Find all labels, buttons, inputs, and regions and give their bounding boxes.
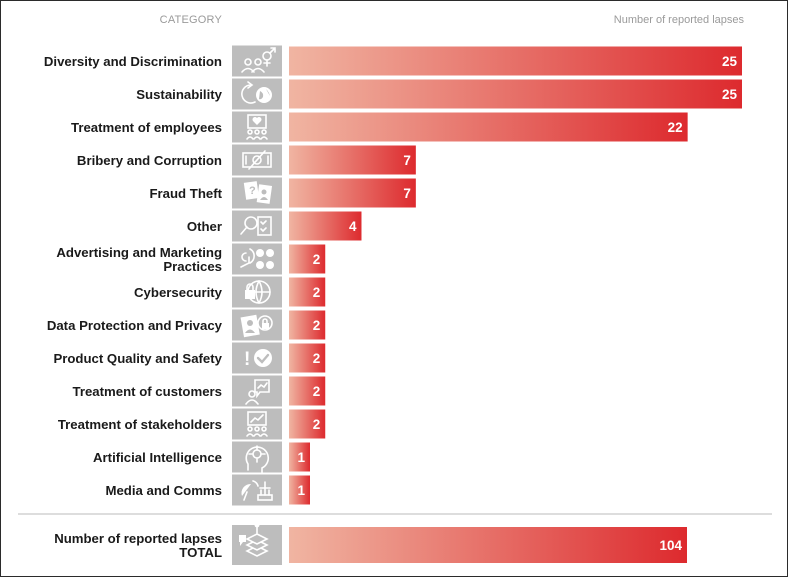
category-label: Sustainability	[136, 87, 222, 102]
bar-row: Treatment of customers 2	[73, 375, 326, 407]
lock-globe-icon	[232, 276, 282, 308]
total-row: Number of reported lapses TOTAL 104	[54, 522, 687, 565]
category-label: Other	[187, 219, 222, 234]
bar-row: Other 4	[187, 210, 362, 242]
id-card-lock-icon	[232, 309, 282, 341]
bar-row: Sustainability 25	[136, 78, 742, 110]
category-label: Fraud Theft	[149, 186, 222, 201]
category-label: Artificial Intelligence	[93, 450, 222, 465]
banknote-crossed-icon	[232, 144, 282, 176]
value-label: 22	[668, 120, 683, 135]
bar-row: Product Quality and Safety! 2	[53, 342, 326, 374]
bar-row: Diversity and Discrimination 25	[44, 45, 742, 77]
value-label: 2	[313, 384, 321, 399]
bar-row: Bribery and Corruption 7	[77, 144, 416, 176]
stakeholders-chart-icon	[232, 408, 282, 440]
category-label: Treatment of employees	[71, 120, 222, 135]
category-label: Treatment of stakeholders	[58, 417, 222, 432]
bar	[289, 343, 326, 373]
category-label: Data Protection and Privacy	[47, 318, 223, 333]
bar-row: Data Protection and Privacy 2	[47, 309, 326, 341]
bar	[289, 46, 742, 76]
employees-heart-icon	[232, 111, 282, 143]
category-label: Treatment of customers	[73, 384, 223, 399]
total-bar	[289, 527, 687, 563]
bar	[289, 442, 310, 472]
value-label: 25	[722, 54, 738, 69]
total-label: Number of reported lapses TOTAL	[54, 531, 222, 560]
value-header: Number of reported lapses	[613, 14, 744, 26]
value-label: 2	[313, 351, 321, 366]
value-label: 2	[313, 417, 321, 432]
customer-chat-icon	[232, 375, 282, 407]
bar-row: Advertising and Marketing Practices 2	[56, 243, 326, 275]
gender-people-icon	[232, 45, 282, 77]
bar	[289, 376, 326, 406]
category-label: Advertising and Marketing Practices	[56, 245, 222, 274]
category-header: CATEGORY	[159, 14, 222, 26]
bar-row: Media and Comms 1	[105, 474, 310, 506]
megaphone-social-icon	[232, 243, 282, 275]
value-label: 2	[313, 252, 321, 267]
bar	[289, 277, 326, 307]
ai-head-icon	[232, 441, 282, 474]
bar-row: Cybersecurity 2	[134, 276, 326, 308]
bar	[289, 310, 326, 340]
category-label: Product Quality and Safety	[53, 351, 222, 366]
value-label: 25	[722, 87, 738, 102]
value-label: 7	[403, 153, 411, 168]
warning-check-icon: !	[232, 342, 282, 374]
bar	[289, 178, 416, 208]
value-label: 1	[297, 450, 305, 465]
value-label: 1	[297, 483, 305, 498]
bar	[289, 244, 326, 274]
value-label: 2	[313, 318, 321, 333]
bar-row: Treatment of employees 22	[71, 111, 688, 143]
bar	[289, 79, 742, 109]
satellite-broadcast-icon	[232, 474, 282, 506]
magnifier-checklist-icon	[232, 210, 282, 242]
svg-text:?: ?	[249, 185, 256, 197]
bar	[289, 112, 688, 142]
category-label: Diversity and Discrimination	[44, 54, 222, 69]
total-value-label: 104	[659, 538, 682, 553]
bar-row: Fraud Theft? 7	[149, 177, 416, 209]
bar	[289, 145, 416, 175]
value-label: 2	[313, 285, 321, 300]
category-label: Bribery and Corruption	[77, 153, 222, 168]
stacked-layers-icon	[232, 522, 282, 565]
category-label: Media and Comms	[105, 483, 222, 498]
bar	[289, 211, 362, 241]
bar	[289, 475, 310, 505]
recycle-globe-icon	[232, 78, 282, 110]
category-label: Cybersecurity	[134, 285, 223, 300]
value-label: 7	[403, 186, 411, 201]
bar	[289, 409, 326, 439]
bar-row: Artificial Intelligence 1	[93, 441, 310, 474]
value-label: 4	[349, 219, 357, 234]
bar-row: Treatment of stakeholders 2	[58, 408, 326, 440]
fraud-documents-icon: ?	[232, 177, 282, 209]
svg-text:!: !	[244, 349, 250, 370]
